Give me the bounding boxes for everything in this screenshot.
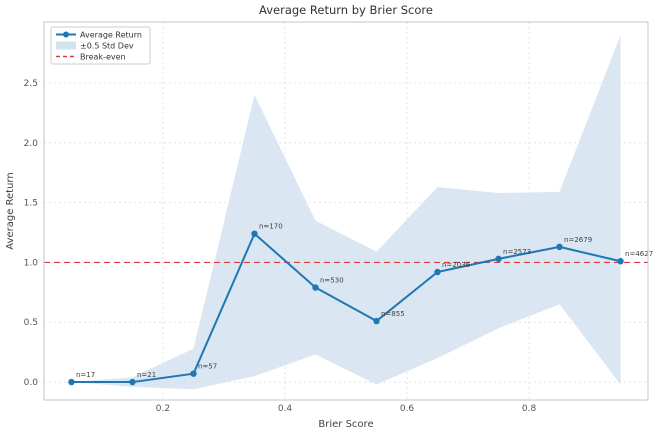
- data-point-marker: [556, 243, 563, 251]
- std-dev-band: [71, 35, 621, 390]
- axes-spines: [43, 21, 649, 401]
- data-point-marker: [68, 378, 75, 386]
- data-point-marker: [190, 370, 197, 377]
- y-tick-label: 1.0: [24, 258, 39, 268]
- point-count-annotation: n=4627: [625, 250, 653, 258]
- point-count-annotation: n=530: [320, 277, 344, 285]
- data-point-marker: [617, 258, 624, 265]
- data-points: n=17 n=21 n=57 n=170 n=530 n=855 n=2036 n=2573 n…: [68, 223, 653, 386]
- x-tick-label: 0.6: [400, 404, 415, 414]
- y-tick-label: 0.5: [24, 318, 38, 328]
- point-count-annotation: n=57: [198, 363, 217, 371]
- legend: Average Return ±0.5 Std Dev Break-even: [50, 26, 151, 65]
- y-tick-label: 2.5: [24, 79, 38, 89]
- data-point-marker: [129, 378, 136, 386]
- point-count-annotation: n=21: [137, 371, 156, 379]
- data-point-marker: [495, 255, 502, 263]
- y-axis-label: Average Return: [5, 172, 16, 249]
- y-tick-label: 0.0: [24, 378, 39, 388]
- x-tick-label: 0.2: [156, 404, 170, 414]
- chart-title: Average Return by Brier Score: [259, 3, 433, 17]
- legend-label: ±0.5 Std Dev: [80, 41, 134, 50]
- y-tick-label: 2.0: [24, 139, 39, 149]
- x-tick-label: 0.4: [278, 404, 293, 414]
- point-count-annotation: n=170: [259, 223, 283, 231]
- legend-box: [50, 26, 151, 65]
- data-point-marker: [434, 268, 441, 276]
- point-count-annotation: n=17: [76, 371, 95, 379]
- data-point-marker: [312, 284, 319, 291]
- point-count-annotation: n=855: [381, 310, 405, 318]
- y-tick-label: 1.5: [24, 199, 38, 209]
- legend-patch-sample: [56, 41, 76, 50]
- x-tick-label: 0.8: [522, 404, 537, 414]
- data-point-marker: [251, 230, 258, 237]
- point-count-annotation: n=2036: [442, 261, 471, 269]
- point-count-annotation: n=2573: [503, 248, 531, 256]
- legend-label: Average Return: [80, 30, 142, 39]
- data-point-marker: [373, 317, 380, 325]
- legend-marker-sample: [63, 31, 69, 38]
- average-return-line: [71, 232, 621, 384]
- point-count-annotation: n=2679: [564, 236, 592, 244]
- x-axis-label: Brier Score: [318, 419, 373, 430]
- legend-label: Break-even: [80, 52, 126, 61]
